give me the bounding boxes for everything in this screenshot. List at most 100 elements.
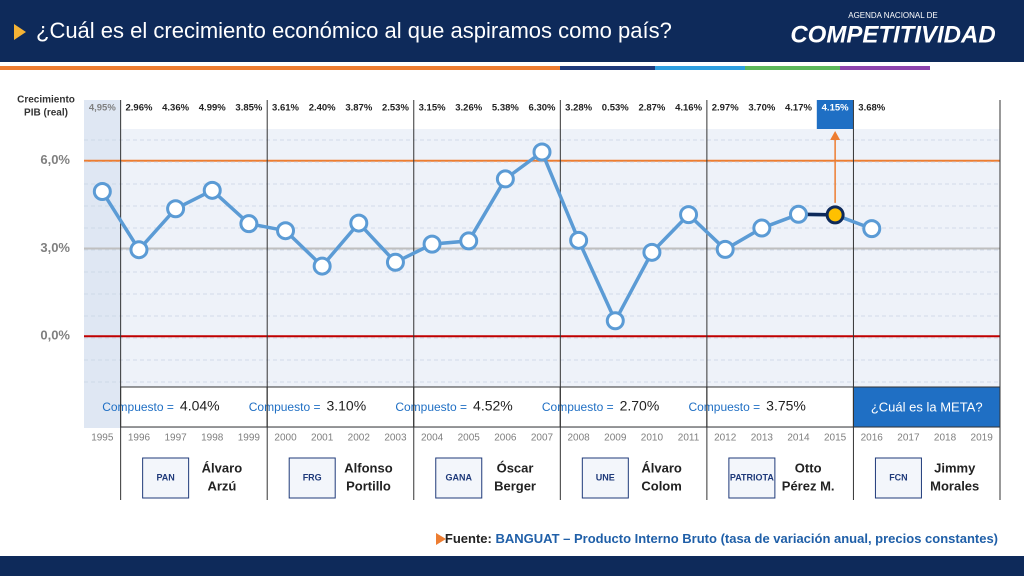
x-tick-label: 1998	[201, 433, 224, 444]
marker	[495, 169, 515, 189]
data-label: 4,95%	[89, 103, 116, 114]
x-tick-label: 2000	[274, 433, 297, 444]
marker	[239, 214, 259, 234]
x-tick-label: 2012	[714, 433, 737, 444]
period-value: 3.75%	[766, 398, 806, 414]
period-box	[266, 386, 415, 428]
president-name: Jimmy	[934, 460, 976, 475]
data-label: 2.87%	[638, 103, 665, 114]
party-name: UNE	[596, 472, 615, 482]
period-label: Compuesto =	[688, 400, 760, 414]
x-tick-label: 2018	[934, 433, 957, 444]
y-tick-label: 3,0%	[40, 240, 70, 255]
president-name: Arzú	[207, 478, 236, 493]
plot-area-first	[84, 100, 121, 428]
x-tick-label: 2014	[787, 433, 810, 444]
data-label: 4.36%	[162, 103, 189, 114]
president-name: Álvaro	[202, 460, 243, 475]
footer-bar	[0, 556, 1024, 576]
period-label: Compuesto =	[395, 400, 467, 414]
period-value: 4.52%	[473, 398, 513, 414]
period-value: 2.70%	[620, 398, 660, 414]
data-label: 6.30%	[529, 103, 556, 114]
x-tick-label: 2001	[311, 433, 334, 444]
x-tick-label: 2003	[384, 433, 407, 444]
x-tick-label: 2011	[678, 433, 700, 444]
president-name: Pérez M.	[782, 478, 835, 493]
header-stripe	[745, 66, 840, 70]
president-name: Alfonso	[344, 460, 392, 475]
x-tick-label: 2015	[824, 433, 847, 444]
period-box	[706, 386, 854, 428]
marker	[202, 180, 222, 200]
data-label: 3.26%	[455, 103, 482, 114]
period-value: 3.10%	[326, 398, 366, 414]
president-name: Óscar	[497, 460, 534, 475]
series-line	[100, 149, 873, 325]
marker	[459, 231, 479, 251]
marker	[752, 218, 772, 238]
data-label: 3.85%	[235, 103, 262, 114]
x-tick-label: 1995	[91, 433, 114, 444]
marker	[312, 256, 332, 276]
marker	[349, 213, 369, 233]
marker	[385, 252, 405, 272]
x-tick-label: 2010	[641, 433, 664, 444]
data-label: 4.99%	[199, 103, 226, 114]
marker	[825, 205, 845, 225]
y-tick-label: 0,0%	[40, 328, 70, 343]
marker	[532, 142, 552, 162]
party-logo	[728, 457, 776, 499]
header-stripe	[655, 66, 745, 70]
party-logo	[874, 457, 922, 499]
x-tick-label: 1996	[128, 433, 151, 444]
party-logo	[288, 457, 336, 499]
x-tick-label: 2008	[568, 433, 591, 444]
period-label: ¿Cuál es la META?	[871, 399, 983, 414]
data-label: 4.15%	[822, 103, 849, 114]
party-name: PAN	[156, 472, 174, 482]
period-value: 4.04%	[180, 398, 220, 414]
x-tick-label: 2009	[604, 433, 627, 444]
president-name: Álvaro	[641, 460, 682, 475]
party-logo	[581, 457, 629, 499]
x-tick-label: 1999	[238, 433, 261, 444]
header-stripe	[840, 66, 930, 70]
marker	[129, 240, 149, 260]
data-label: 5.38%	[492, 103, 519, 114]
data-label: 3.87%	[345, 103, 372, 114]
president-name: Berger	[494, 478, 536, 493]
header-icon	[14, 24, 26, 40]
x-tick-label: 2006	[494, 433, 517, 444]
footer-label: Fuente:	[445, 531, 492, 546]
x-tick-label: 2007	[531, 433, 554, 444]
x-tick-label: 2016	[861, 433, 884, 444]
party-logo	[142, 457, 190, 499]
marker	[569, 230, 589, 250]
marker	[642, 242, 662, 262]
party-name: FCN	[889, 472, 908, 482]
logo-top: AGENDA NACIONAL DE	[848, 11, 938, 20]
party-logo	[435, 457, 483, 499]
president-name: Portillo	[346, 478, 391, 493]
data-label: 3.70%	[748, 103, 775, 114]
data-label: 3.28%	[565, 103, 592, 114]
period-box	[120, 386, 268, 428]
data-label: 4.17%	[785, 103, 812, 114]
marker	[788, 204, 808, 224]
arrow-head	[830, 131, 841, 140]
x-tick-label: 2017	[897, 433, 920, 444]
party-name: FRG	[303, 472, 322, 482]
marker	[422, 234, 442, 254]
data-label: 2.96%	[125, 103, 152, 114]
president-name: Otto	[795, 460, 822, 475]
x-tick-label: 2013	[751, 433, 774, 444]
header-stripe	[560, 66, 655, 70]
period-label: Compuesto =	[542, 400, 614, 414]
header-title: ¿Cuál es el crecimiento económico al que…	[36, 18, 672, 43]
header-bar	[0, 0, 1024, 62]
header-stripe	[0, 66, 560, 70]
period-label: Compuesto =	[102, 400, 174, 414]
data-label: 3.15%	[419, 103, 446, 114]
